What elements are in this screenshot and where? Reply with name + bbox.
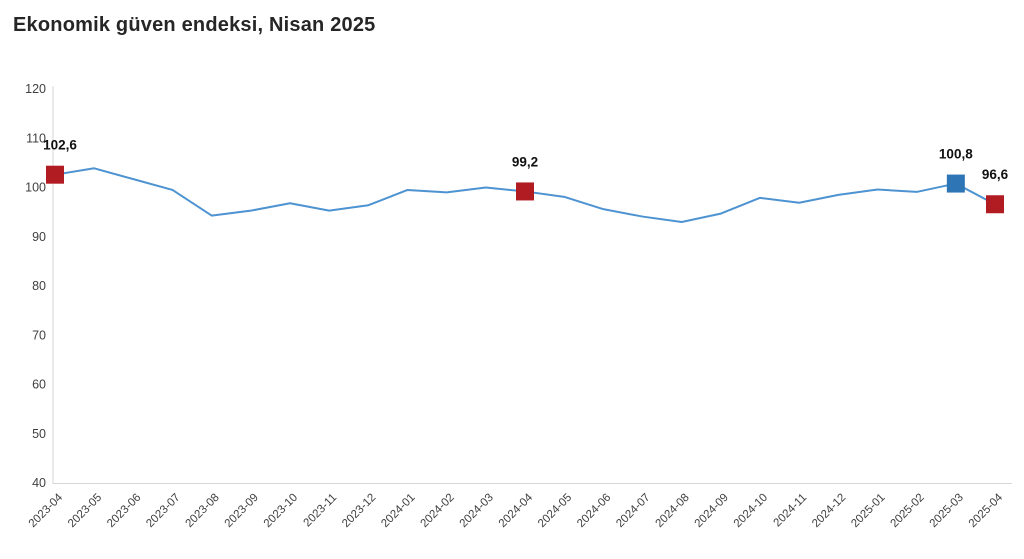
x-axis-tick-label: 2024-08 [653,492,691,530]
data-point-marker[interactable] [516,182,534,201]
x-axis-tick-label: 2023-09 [223,492,261,530]
x-axis-tick-label: 2024-10 [732,492,770,530]
x-axis-tick-label: 2025-02 [888,492,926,530]
x-axis-tick-label: 2024-11 [772,492,810,530]
data-point-label: 96,6 [982,167,1009,182]
data-point-marker[interactable] [946,174,965,193]
x-axis-tick-label: 2023-11 [302,492,340,530]
x-axis-tick-label: 2025-01 [849,492,887,530]
y-axis-tick-label: 50 [32,427,46,441]
y-axis-tick-label: 120 [25,82,46,96]
x-axis-tick-label: 2023-06 [105,492,143,530]
y-axis-tick-label: 80 [32,279,46,293]
x-axis-tick-label: 2024-04 [497,491,536,530]
x-axis-tick-label: 2023-04 [27,491,66,530]
x-axis-tick-label: 2024-02 [418,492,456,530]
y-axis-tick-label: 70 [32,328,46,342]
x-axis-tick-label: 2023-08 [183,492,221,530]
data-point-marker[interactable] [46,165,64,184]
chart-title: Ekonomik güven endeksi, Nisan 2025 [13,14,376,36]
x-axis-tick-label: 2023-10 [262,492,300,530]
x-axis-tick-label: 2024-09 [693,492,731,530]
data-point-label: 100,8 [939,147,973,162]
y-axis-tick-label: 110 [26,131,46,145]
x-axis-tick-label: 2025-03 [928,492,966,530]
y-axis-tick-label: 60 [32,378,46,392]
x-axis-tick-label: 2023-05 [66,492,104,530]
x-axis-tick-label: 2025-04 [967,491,1006,530]
x-axis-tick-label: 2024-12 [810,492,848,530]
data-point-label: 99,2 [512,154,538,169]
y-axis-tick-label: 40 [32,476,46,490]
data-point-marker[interactable] [986,195,1004,214]
x-axis-tick-label: 2024-01 [379,492,417,530]
data-point-label: 102,6 [43,138,77,153]
x-axis-tick-label: 2024-06 [575,492,613,530]
x-axis-tick-label: 2024-05 [536,492,574,530]
x-axis-tick-label: 2024-07 [614,492,652,530]
y-axis-tick-label: 100 [25,181,46,195]
x-axis-tick-label: 2023-12 [340,492,378,530]
x-axis-tick-label: 2023-07 [144,492,182,530]
x-axis-tick-label: 2024-03 [458,492,496,530]
y-axis-tick-label: 90 [32,230,46,244]
